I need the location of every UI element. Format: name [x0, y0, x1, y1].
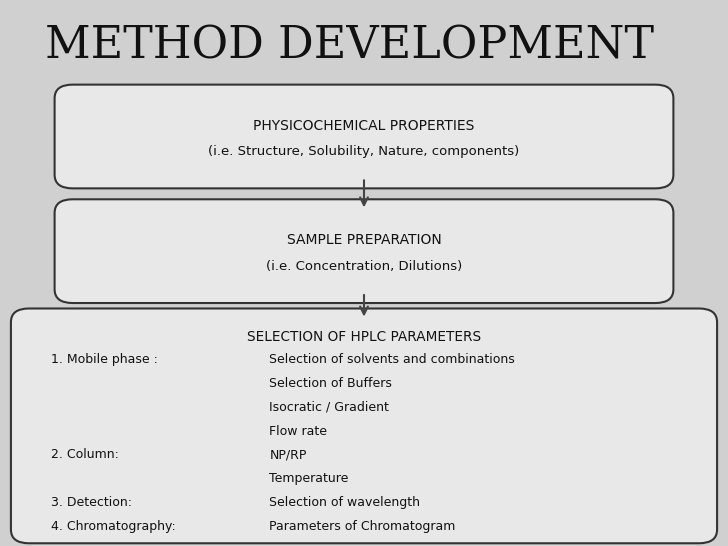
Text: PHYSICOCHEMICAL PROPERTIES: PHYSICOCHEMICAL PROPERTIES — [253, 119, 475, 133]
Text: NP/RP: NP/RP — [269, 448, 306, 461]
Text: 2. Column:: 2. Column: — [51, 448, 119, 461]
Text: Selection of Buffers: Selection of Buffers — [269, 377, 392, 390]
Text: Parameters of Chromatogram: Parameters of Chromatogram — [269, 520, 456, 533]
FancyBboxPatch shape — [55, 85, 673, 188]
Text: Temperature: Temperature — [269, 472, 349, 485]
Text: (i.e. Structure, Solubility, Nature, components): (i.e. Structure, Solubility, Nature, com… — [208, 145, 520, 158]
Text: SAMPLE PREPARATION: SAMPLE PREPARATION — [287, 234, 441, 247]
FancyBboxPatch shape — [55, 199, 673, 303]
Text: SELECTION OF HPLC PARAMETERS: SELECTION OF HPLC PARAMETERS — [247, 330, 481, 343]
Text: Isocratic / Gradient: Isocratic / Gradient — [269, 401, 389, 414]
Text: Selection of solvents and combinations: Selection of solvents and combinations — [269, 353, 515, 366]
Text: 3. Detection:: 3. Detection: — [51, 496, 132, 509]
Text: METHOD DEVELOPMENT: METHOD DEVELOPMENT — [45, 25, 654, 68]
Text: Flow rate: Flow rate — [269, 425, 328, 437]
Text: (i.e. Concentration, Dilutions): (i.e. Concentration, Dilutions) — [266, 260, 462, 273]
Text: 4. Chromatography:: 4. Chromatography: — [51, 520, 175, 533]
Text: Selection of wavelength: Selection of wavelength — [269, 496, 420, 509]
FancyBboxPatch shape — [11, 308, 717, 543]
Text: 1. Mobile phase :: 1. Mobile phase : — [51, 353, 158, 366]
